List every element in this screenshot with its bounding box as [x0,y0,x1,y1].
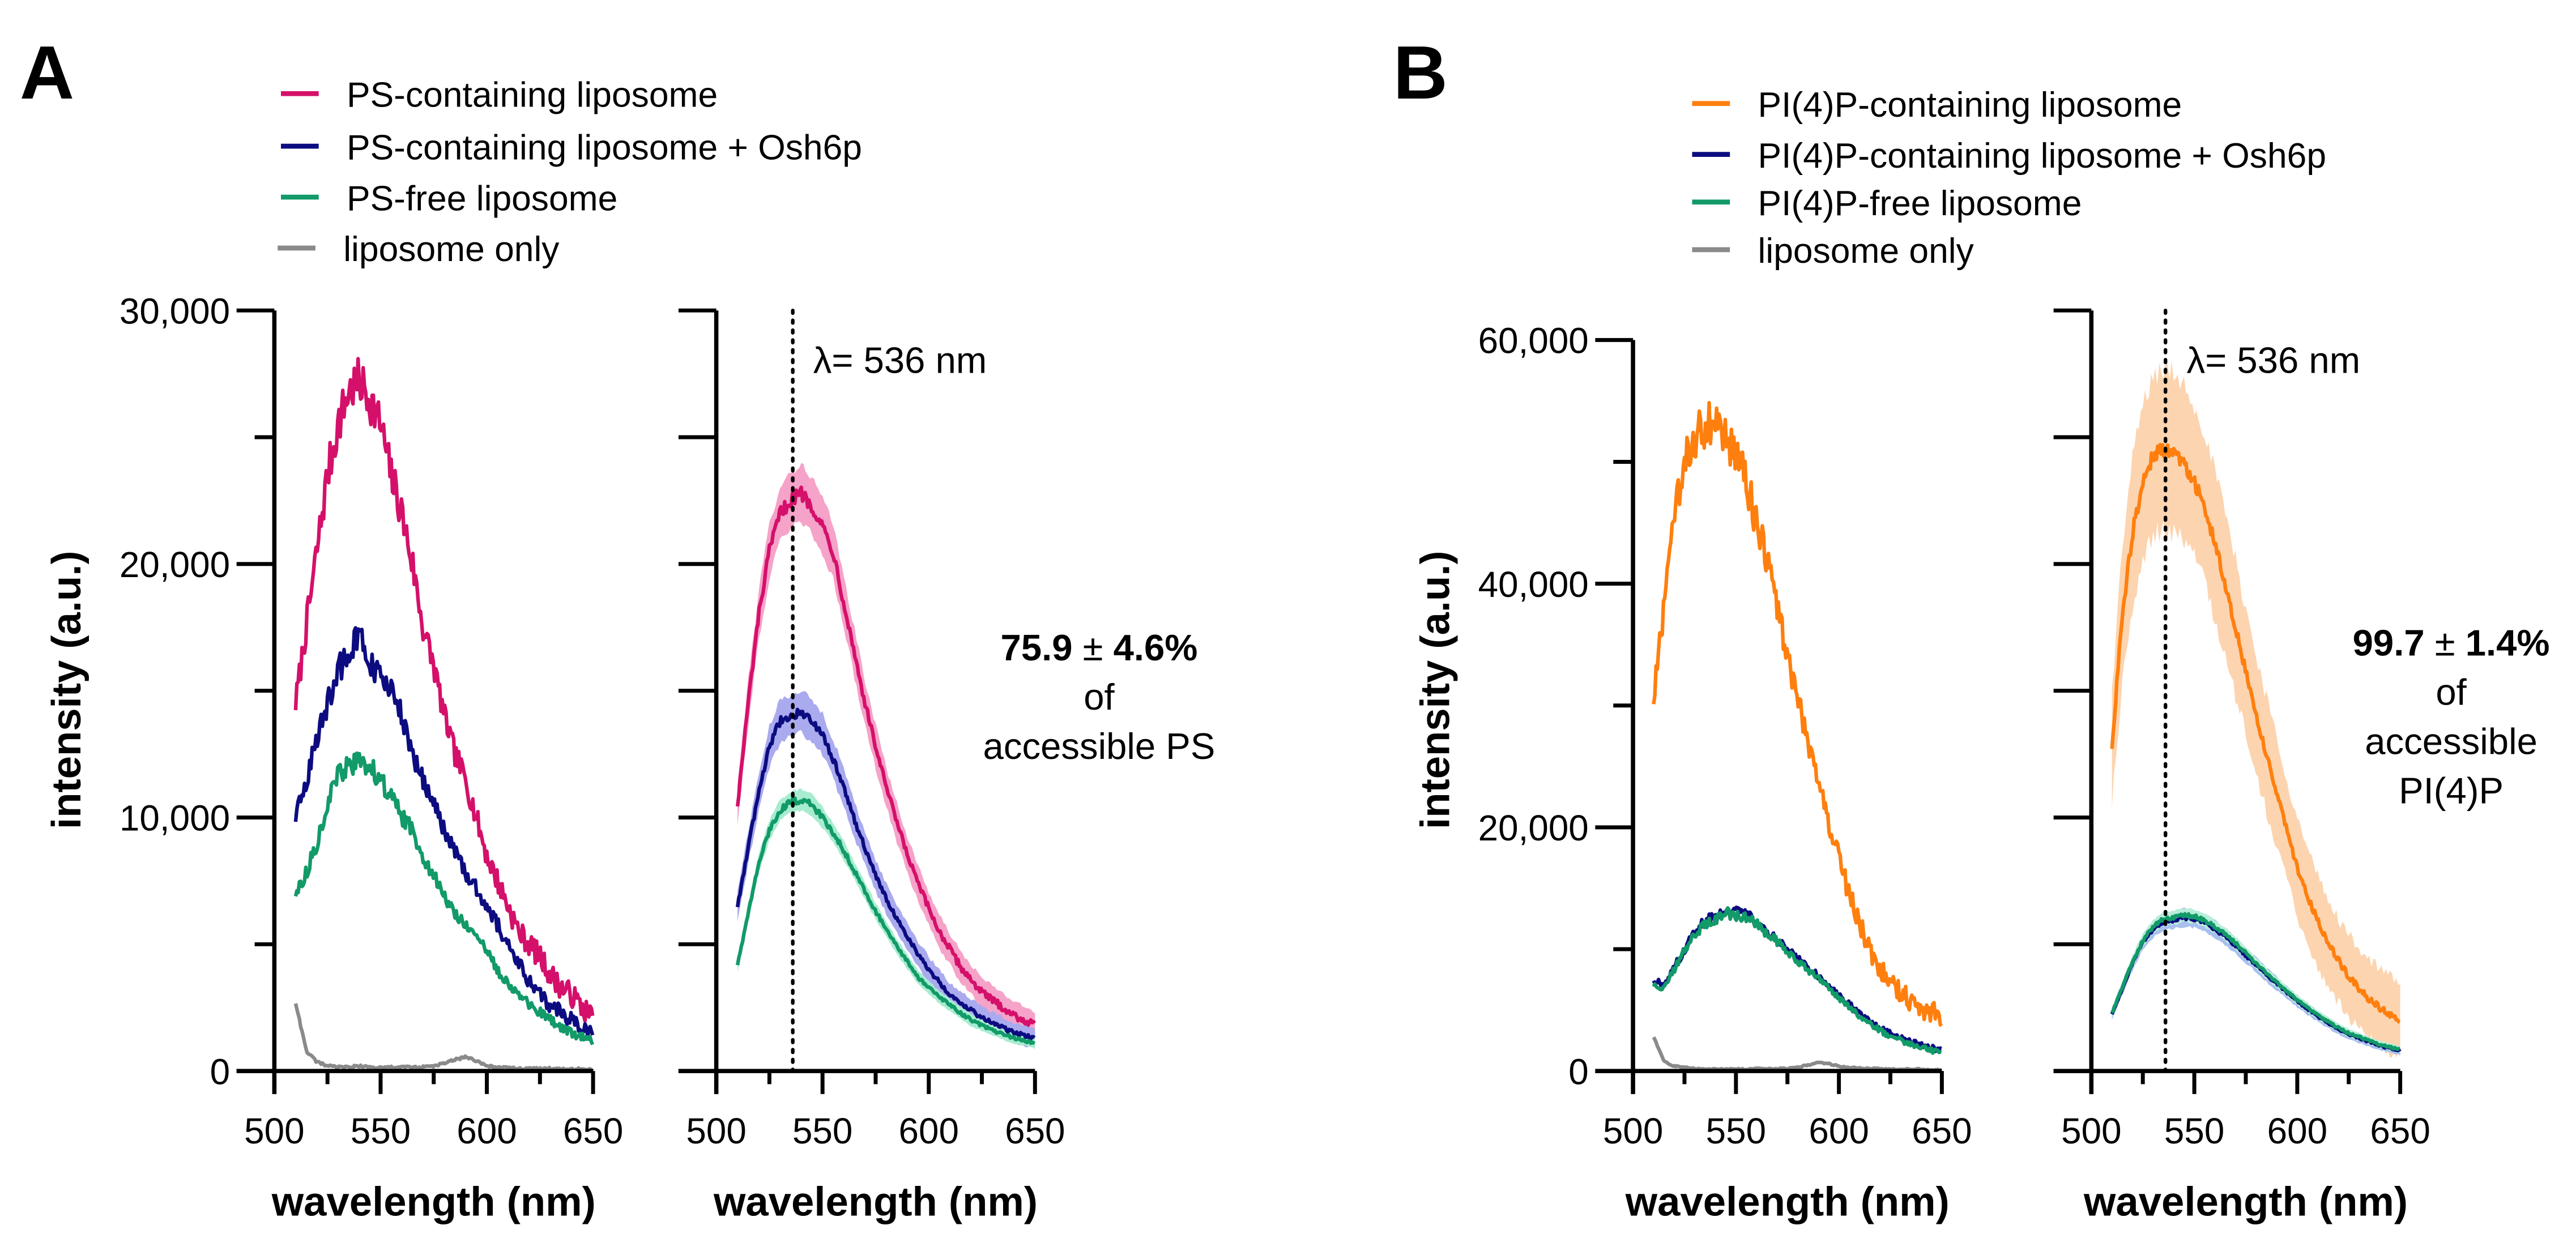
legend-label: PS-free liposome [347,179,617,218]
series-line [735,707,1036,1041]
y-axis-title-b: intensity (a.u.) [1412,551,1458,829]
series-line [2110,912,2400,1051]
panel-letter-b: B [1393,31,1448,115]
y-tick-label: 0 [210,1051,230,1092]
series-line [1652,906,1942,1055]
annotation-line-of: of [1084,676,1115,718]
y-tick-label: 10,000 [120,798,230,839]
legend-item: PI(4)P-containing liposome [1692,86,2182,125]
plus-minus: ± [1083,627,1103,668]
x-tick-label: 600 [457,1111,517,1151]
legend-item: PS-free liposome [280,179,617,218]
x-tick-label: 550 [351,1111,411,1151]
percent-error: 1.4% [2466,622,2550,663]
lambda-label-a: λ= 536 nm [813,339,987,381]
y-tick-label: 40,000 [1478,564,1589,605]
series-line [735,485,1037,1027]
plus-minus: ± [2435,622,2455,663]
series-line [293,751,595,1045]
annotation-line-of: of [2436,671,2467,712]
legend-item: PS-containing liposome + Osh6p [280,128,862,167]
y-tick-label: 60,000 [1478,321,1589,361]
legend-label: PI(4)P-containing liposome + Osh6p [1758,136,2326,176]
accessible-percentage-b: 99.7 ± 1.4% [2353,622,2550,663]
plot-a-mean: 500 550 600 650 [678,308,1065,1151]
x-tick-label: 600 [899,1111,959,1151]
x-tick-label: 650 [1005,1111,1065,1151]
legend-item: liposome only [278,230,560,269]
x-tick-label: 550 [1706,1111,1766,1151]
percent-value: 99.7 [2353,622,2425,663]
y-tick-label: 20,000 [120,544,230,585]
panel-letter-a: A [20,31,74,115]
legend-item: PI(4)P-containing liposome + Osh6p [1692,136,2326,176]
series-line [293,626,595,1038]
x-axis-title-b-raw: wavelength (nm) [1625,1179,1950,1224]
x-tick-label: 650 [2370,1111,2430,1151]
accessible-percentage-a: 75.9 ± 4.6% [1001,627,1198,668]
x-axis-title-a-raw: wavelength (nm) [271,1179,596,1224]
plot-b-mean: 500 550 600 650 [2053,308,2430,1151]
legend-label: PI(4)P-containing liposome [1758,86,2182,125]
x-tick-label: 550 [2164,1111,2224,1151]
plot-b-raw: 0 20,000 40,000 60,000 500 550 600 650 [1478,321,1972,1151]
x-tick-label: 650 [1912,1111,1972,1151]
error-band [2112,908,2400,1053]
x-axis-title-a-mean: wavelength (nm) [713,1179,1038,1224]
x-tick-label: 500 [1603,1111,1663,1151]
x-tick-label: 500 [686,1111,746,1151]
series-line [2110,443,2401,1024]
annotation-line-pi4p: PI(4)P [2399,770,2504,811]
y-tick-label: 0 [1568,1051,1588,1092]
legend-item: liposome only [1692,232,1974,271]
x-tick-label: 550 [792,1111,852,1151]
legend-item: PS-containing liposome [280,76,718,115]
annotation-line-accessible: accessible PS [983,725,1216,767]
percent-error: 4.6% [1114,627,1198,668]
legend-b: PI(4)P-containing liposome PI(4)P-contai… [1692,86,2326,271]
series-line [735,796,1036,1045]
x-tick-label: 600 [2267,1111,2327,1151]
y-tick-label: 30,000 [120,291,230,331]
legend-a: PS-containing liposome PS-containing lip… [278,76,862,269]
x-axis-title-b-mean: wavelength (nm) [2083,1179,2408,1224]
series-line [1652,400,1943,1027]
legend-item: PI(4)P-free liposome [1692,184,2082,223]
x-tick-label: 500 [244,1111,304,1151]
legend-label: liposome only [1758,232,1974,271]
lambda-label-b: λ= 536 nm [2187,339,2360,381]
legend-label: PI(4)P-free liposome [1758,184,2082,223]
y-axis-title-a: intensity (a.u.) [44,551,89,829]
series-line [1652,1036,1942,1072]
annotation-line-accessible: accessible [2365,720,2537,762]
legend-label: PS-containing liposome + Osh6p [347,128,862,167]
plot-a-raw: 0 10,000 20,000 30,000 500 550 600 650 [120,291,623,1151]
percent-value: 75.9 [1001,627,1073,668]
x-tick-label: 650 [563,1111,623,1151]
y-tick-label: 20,000 [1478,808,1589,848]
x-tick-label: 600 [1809,1111,1869,1151]
legend-label: liposome only [343,230,560,269]
x-tick-label: 500 [2061,1111,2121,1151]
legend-label: PS-containing liposome [347,76,718,115]
series-line [293,357,595,1023]
